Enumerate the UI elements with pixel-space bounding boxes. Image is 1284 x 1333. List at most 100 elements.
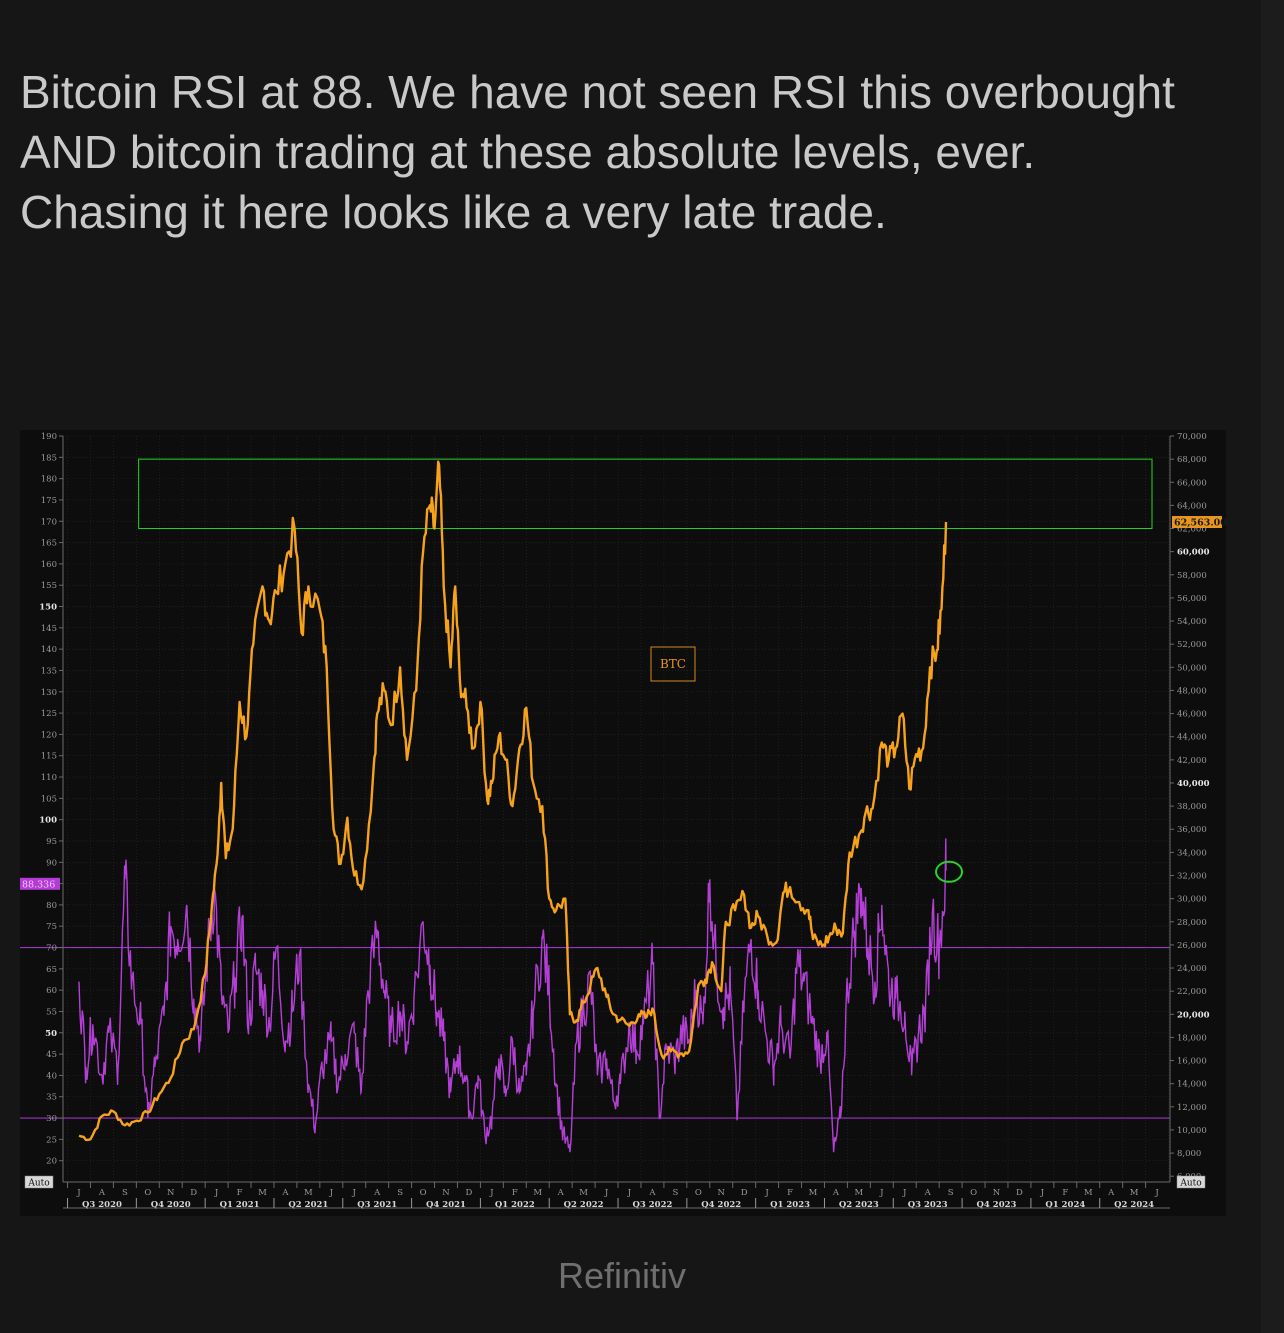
month-label: S <box>672 1188 678 1198</box>
left-tick-label: 165 <box>41 539 57 549</box>
month-label: J <box>879 1188 884 1198</box>
quarter-label: Q1 2021 <box>220 1200 260 1210</box>
post-text: Bitcoin RSI at 88. We have not seen RSI … <box>20 66 1175 238</box>
right-tick-label: 48,000 <box>1177 686 1207 696</box>
right-auto-button-label[interactable]: Auto <box>1179 1179 1201 1189</box>
month-label: J <box>627 1188 632 1198</box>
right-tick-label: 64,000 <box>1177 501 1207 511</box>
right-tick-label: 42,000 <box>1177 756 1207 766</box>
right-tick-label: 14,000 <box>1177 1080 1207 1090</box>
month-label: M <box>304 1188 313 1198</box>
quarter-label: Q1 2022 <box>495 1200 535 1210</box>
left-tick-label: 145 <box>41 624 57 634</box>
right-tick-label: 38,000 <box>1177 802 1207 812</box>
left-tick-label: 70 <box>46 944 57 954</box>
left-tick-label: 30 <box>46 1114 57 1124</box>
right-tick-label: 56,000 <box>1177 594 1207 604</box>
left-tick-label: 20 <box>46 1157 57 1167</box>
right-tick-label: 50,000 <box>1177 663 1207 673</box>
month-label: A <box>832 1188 840 1198</box>
month-label: J <box>764 1188 769 1198</box>
month-label: J <box>1154 1188 1159 1198</box>
month-label: N <box>718 1188 726 1198</box>
right-auto-button-bg[interactable] <box>1176 1175 1206 1189</box>
month-label: D <box>190 1188 197 1198</box>
quarter-label: Q3 2022 <box>632 1200 672 1210</box>
left-tick-label: 80 <box>46 901 57 911</box>
right-tick-label: 32,000 <box>1177 872 1207 882</box>
left-tick-label: 140 <box>41 645 57 655</box>
right-tick-label: 40,000 <box>1177 779 1210 789</box>
month-label: F <box>1062 1188 1068 1198</box>
left-auto-button-label[interactable]: Auto <box>27 1179 49 1189</box>
month-label: A <box>98 1188 106 1198</box>
rsi-levels <box>20 946 1170 1119</box>
right-tick-label: 66,000 <box>1177 478 1207 488</box>
quarter-label: Q4 2021 <box>426 1200 466 1210</box>
quarter-label: Q4 2022 <box>701 1200 741 1210</box>
month-label: J <box>489 1188 494 1198</box>
right-tick-label: 8,000 <box>1177 1149 1201 1159</box>
month-label: A <box>373 1188 381 1198</box>
left-tick-label: 160 <box>41 560 57 570</box>
quarter-label: Q4 2023 <box>977 1200 1017 1210</box>
right-auto-button[interactable]: Auto <box>1176 1175 1206 1189</box>
month-label: M <box>258 1188 267 1198</box>
rsi-current-value: 88.336 <box>22 879 55 890</box>
left-tick-label: 110 <box>41 773 57 783</box>
rsi-annotation-circle <box>935 860 964 883</box>
month-label: D <box>466 1188 473 1198</box>
month-label: M <box>533 1188 542 1198</box>
left-auto-button[interactable]: Auto <box>24 1175 54 1189</box>
month-label: S <box>397 1188 403 1198</box>
btc-rsi-chart: 190 185 180 175 170 165 160 155 150 145 140 135 130 1… <box>20 430 1227 1216</box>
month-label: N <box>993 1188 1001 1198</box>
month-label: A <box>1107 1188 1115 1198</box>
left-tick-label: 90 <box>46 858 57 868</box>
month-label: D <box>1016 1188 1023 1198</box>
left-tick-label: 125 <box>41 709 57 719</box>
month-label: F <box>512 1188 518 1198</box>
legend-label: BTC <box>660 657 686 671</box>
right-tick-label: 10,000 <box>1177 1126 1207 1136</box>
left-tick-label: 130 <box>41 688 57 698</box>
rsi-series-line <box>78 838 947 1153</box>
right-axis: 70,000 68,000 66,000 64,000 62,000 60,000 58,0… <box>1169 432 1210 1182</box>
month-label: M <box>855 1188 864 1198</box>
left-tick-label: 40 <box>46 1071 57 1081</box>
right-tick-label: 54,000 <box>1177 617 1207 627</box>
right-tick-label: 28,000 <box>1177 918 1207 928</box>
left-tick-label: 55 <box>46 1007 57 1017</box>
left-tick-label: 100 <box>39 816 57 826</box>
month-label: M <box>579 1188 588 1198</box>
left-tick-label: 35 <box>46 1093 57 1103</box>
right-tick-label: 68,000 <box>1177 455 1207 465</box>
left-tick-label: 180 <box>41 475 57 485</box>
left-current-badge: 88.336 <box>20 877 60 890</box>
left-tick-label: 170 <box>41 517 57 527</box>
left-tick-label: 60 <box>46 986 57 996</box>
left-axis: 190 185 180 175 170 165 160 155 150 145 140 135 130 1… <box>39 432 64 1182</box>
scrollbar-track[interactable] <box>1261 0 1284 1333</box>
left-tick-label: 25 <box>46 1135 57 1145</box>
left-tick-label: 115 <box>41 752 57 762</box>
month-label: J <box>214 1188 219 1198</box>
right-tick-label: 20,000 <box>1177 1010 1210 1020</box>
month-label: J <box>604 1188 609 1198</box>
left-tick-label: 75 <box>46 922 57 932</box>
right-tick-label: 52,000 <box>1177 640 1207 650</box>
right-tick-label: 24,000 <box>1177 964 1207 974</box>
right-tick-label: 22,000 <box>1177 987 1207 997</box>
month-label: M <box>1084 1188 1093 1198</box>
month-label: F <box>787 1188 793 1198</box>
month-label: S <box>948 1188 954 1198</box>
quarter-label: Q2 2022 <box>564 1200 604 1210</box>
right-tick-label: 36,000 <box>1177 825 1207 835</box>
left-tick-label: 50 <box>45 1029 57 1039</box>
left-auto-button-bg[interactable] <box>24 1175 54 1189</box>
month-label: S <box>122 1188 128 1198</box>
left-tick-label: 105 <box>41 794 57 804</box>
left-tick-label: 190 <box>41 432 57 442</box>
right-tick-label: 44,000 <box>1177 733 1207 743</box>
month-label: J <box>76 1188 81 1198</box>
